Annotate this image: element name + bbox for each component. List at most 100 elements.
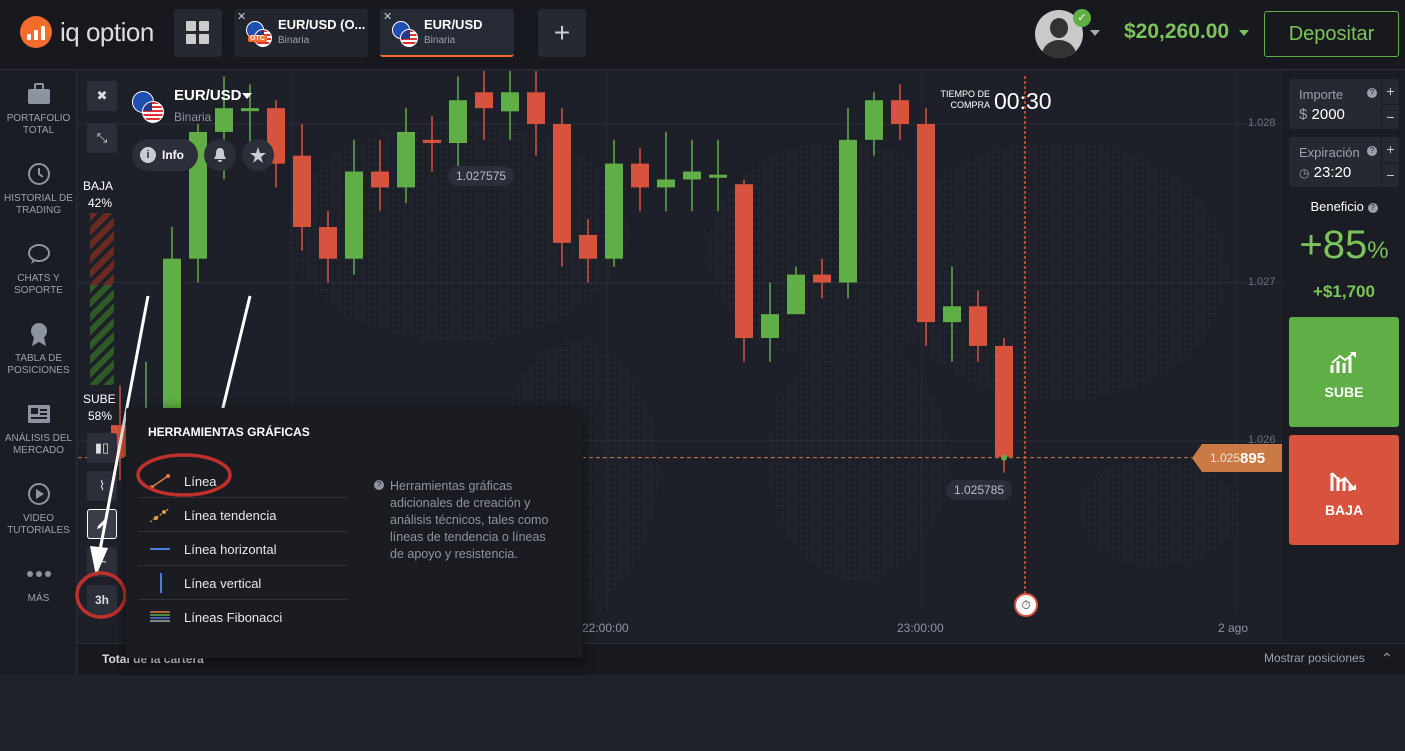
- sidebar-label: POSICIONES: [7, 365, 70, 376]
- candles-group: [78, 71, 1192, 595]
- eurusd-flag-icon: [132, 91, 164, 123]
- tool-trend-line[interactable]: Línea tendencia: [138, 498, 348, 532]
- clock-icon: ◷: [1299, 166, 1310, 180]
- indicator-icon: ⌇: [98, 478, 106, 493]
- add-tab-button[interactable]: +: [538, 9, 586, 57]
- call-button[interactable]: SUBE: [1289, 317, 1399, 427]
- chart-type-button[interactable]: ▮▯: [87, 433, 117, 463]
- candle-body: [397, 131, 415, 188]
- timer-label-line: TIEMPO DE: [940, 89, 990, 99]
- chart-down-icon: [1330, 472, 1356, 491]
- indicators-button[interactable]: ⌇: [87, 471, 117, 501]
- profile-dropdown-icon[interactable]: [1090, 30, 1100, 36]
- sidebar-item-market-analysis[interactable]: ANÁLISIS DEL MERCADO: [0, 401, 77, 457]
- balance-dropdown-icon[interactable]: [1239, 30, 1249, 36]
- decrease-expiry-button[interactable]: −: [1381, 162, 1399, 187]
- purchase-time-label: TIEMPO DE COMPRA: [936, 89, 990, 111]
- play-icon: [26, 481, 52, 507]
- asset-dropdown-icon[interactable]: [242, 93, 252, 99]
- verified-check-icon: ✓: [1073, 9, 1091, 27]
- expiry-field[interactable]: Expiración ? ◷ 23:20 + −: [1289, 137, 1399, 187]
- horizontal-line-icon: [150, 548, 170, 550]
- sidebar-label: TUTORIALES: [7, 525, 70, 536]
- info-icon: i: [140, 147, 156, 163]
- iq-option-logo[interactable]: iq option: [20, 16, 154, 48]
- profit-pct-value: +85: [1299, 223, 1368, 267]
- favorite-button[interactable]: [242, 139, 274, 171]
- vertical-line-icon: [160, 573, 162, 593]
- sentiment-up-bar: [90, 285, 114, 385]
- candle-body: [657, 179, 675, 188]
- candle-body: [943, 306, 961, 323]
- close-chart-button[interactable]: ✖: [87, 81, 117, 111]
- amount-value[interactable]: $ 2000: [1299, 106, 1345, 123]
- chevron-up-icon[interactable]: ⌃: [1381, 650, 1393, 666]
- close-tab-icon[interactable]: ✕: [383, 11, 393, 23]
- sidebar-item-chat[interactable]: CHATS Y SOPORTE: [0, 241, 77, 297]
- help-icon[interactable]: ?: [1367, 202, 1378, 213]
- candle-body: [865, 100, 883, 140]
- sidebar-item-more[interactable]: MÁS: [0, 561, 77, 605]
- expiry-value[interactable]: ◷ 23:20: [1299, 164, 1351, 181]
- top-bar: iq option ✕ OTC EUR/USD (O... Binaria ✕ …: [0, 0, 1405, 70]
- wave-tool-button[interactable]: ∽: [87, 547, 117, 577]
- bell-icon: [214, 148, 226, 162]
- sentiment-down-label: BAJA: [83, 179, 114, 193]
- graphic-tools-popup: HERRAMIENTAS GRÁFICAS Línea Línea tenden…: [126, 408, 583, 658]
- period-label[interactable]: 2 ago: [1218, 621, 1249, 635]
- sidebar-item-history[interactable]: HISTORIAL DE TRADING: [0, 161, 77, 217]
- tool-horizontal-line[interactable]: Línea horizontal: [138, 532, 348, 566]
- tool-label: Línea: [184, 474, 217, 489]
- deposit-button[interactable]: Depositar: [1264, 11, 1399, 57]
- sidebar-item-portfolio[interactable]: PORTAFOLIO TOTAL: [0, 81, 77, 137]
- increase-expiry-button[interactable]: +: [1381, 137, 1399, 162]
- candle-body: [527, 92, 545, 124]
- sidebar-item-video-tutorials[interactable]: VIDEO TUTORIALES: [0, 481, 77, 537]
- news-icon: [26, 401, 52, 427]
- help-icon[interactable]: ?: [1367, 88, 1377, 98]
- candle-body: [371, 171, 389, 188]
- chart-up-icon: [1330, 352, 1356, 373]
- increase-amount-button[interactable]: +: [1381, 79, 1399, 104]
- chart-area[interactable]: 1.028 1.027 1.026 22:00:00 23:00:00 2 ag…: [75, 71, 1282, 643]
- sidebar-item-leaderboard[interactable]: TABLA DE POSICIONES: [0, 321, 77, 377]
- amount-field[interactable]: Importe ? $ 2000 + −: [1289, 79, 1399, 129]
- asset-grid-button[interactable]: [174, 9, 222, 57]
- tool-fibonacci[interactable]: Líneas Fibonacci: [138, 600, 348, 634]
- tab-type: Binaria: [278, 35, 310, 46]
- tool-line[interactable]: Línea: [138, 464, 348, 498]
- sentiment-down-pct: 42%: [88, 196, 113, 210]
- info-button[interactable]: i Info: [132, 139, 198, 171]
- timer-label-line: COMPRA: [950, 100, 990, 110]
- timeframe-button[interactable]: 3h: [87, 585, 117, 615]
- minimize-chart-button[interactable]: ⤡: [87, 123, 117, 153]
- alerts-button[interactable]: [204, 139, 236, 171]
- more-icon: [26, 561, 52, 587]
- logo-mark-icon: [20, 16, 52, 48]
- tool-label: Líneas Fibonacci: [184, 610, 283, 625]
- expiry-time: 23:20: [1313, 164, 1352, 181]
- wave-icon: ∽: [96, 554, 108, 569]
- decrease-amount-button[interactable]: −: [1381, 104, 1399, 129]
- sentiment-down-bar: [90, 213, 114, 286]
- amount-currency: $: [1299, 106, 1308, 123]
- balance-amount[interactable]: $20,260.00: [1124, 20, 1230, 43]
- asset-name[interactable]: EUR/USD: [174, 87, 242, 104]
- sidebar-label: VIDEO: [22, 513, 55, 524]
- put-button[interactable]: BAJA: [1289, 435, 1399, 545]
- put-label: BAJA: [1324, 502, 1364, 518]
- candle-body: [787, 274, 805, 315]
- tab-eurusd-otc[interactable]: ✕ OTC EUR/USD (O... Binaria: [234, 9, 368, 57]
- sidebar-label: TOTAL: [22, 125, 55, 136]
- close-tab-icon[interactable]: ✕: [237, 11, 247, 23]
- help-icon[interactable]: ?: [1367, 146, 1377, 156]
- sidebar-label: HISTORIAL DE: [4, 193, 73, 204]
- candle-body: [917, 124, 935, 323]
- drawing-tools-button[interactable]: [87, 509, 117, 539]
- help-icon: ?: [374, 480, 384, 490]
- y-tick-label: 1.028: [1248, 117, 1276, 129]
- show-positions-link[interactable]: Mostrar posiciones: [1264, 651, 1365, 665]
- tool-vertical-line[interactable]: Línea vertical: [138, 566, 348, 600]
- tab-eurusd[interactable]: ✕ EUR/USD Binaria: [380, 9, 514, 57]
- candle-body: [475, 92, 493, 109]
